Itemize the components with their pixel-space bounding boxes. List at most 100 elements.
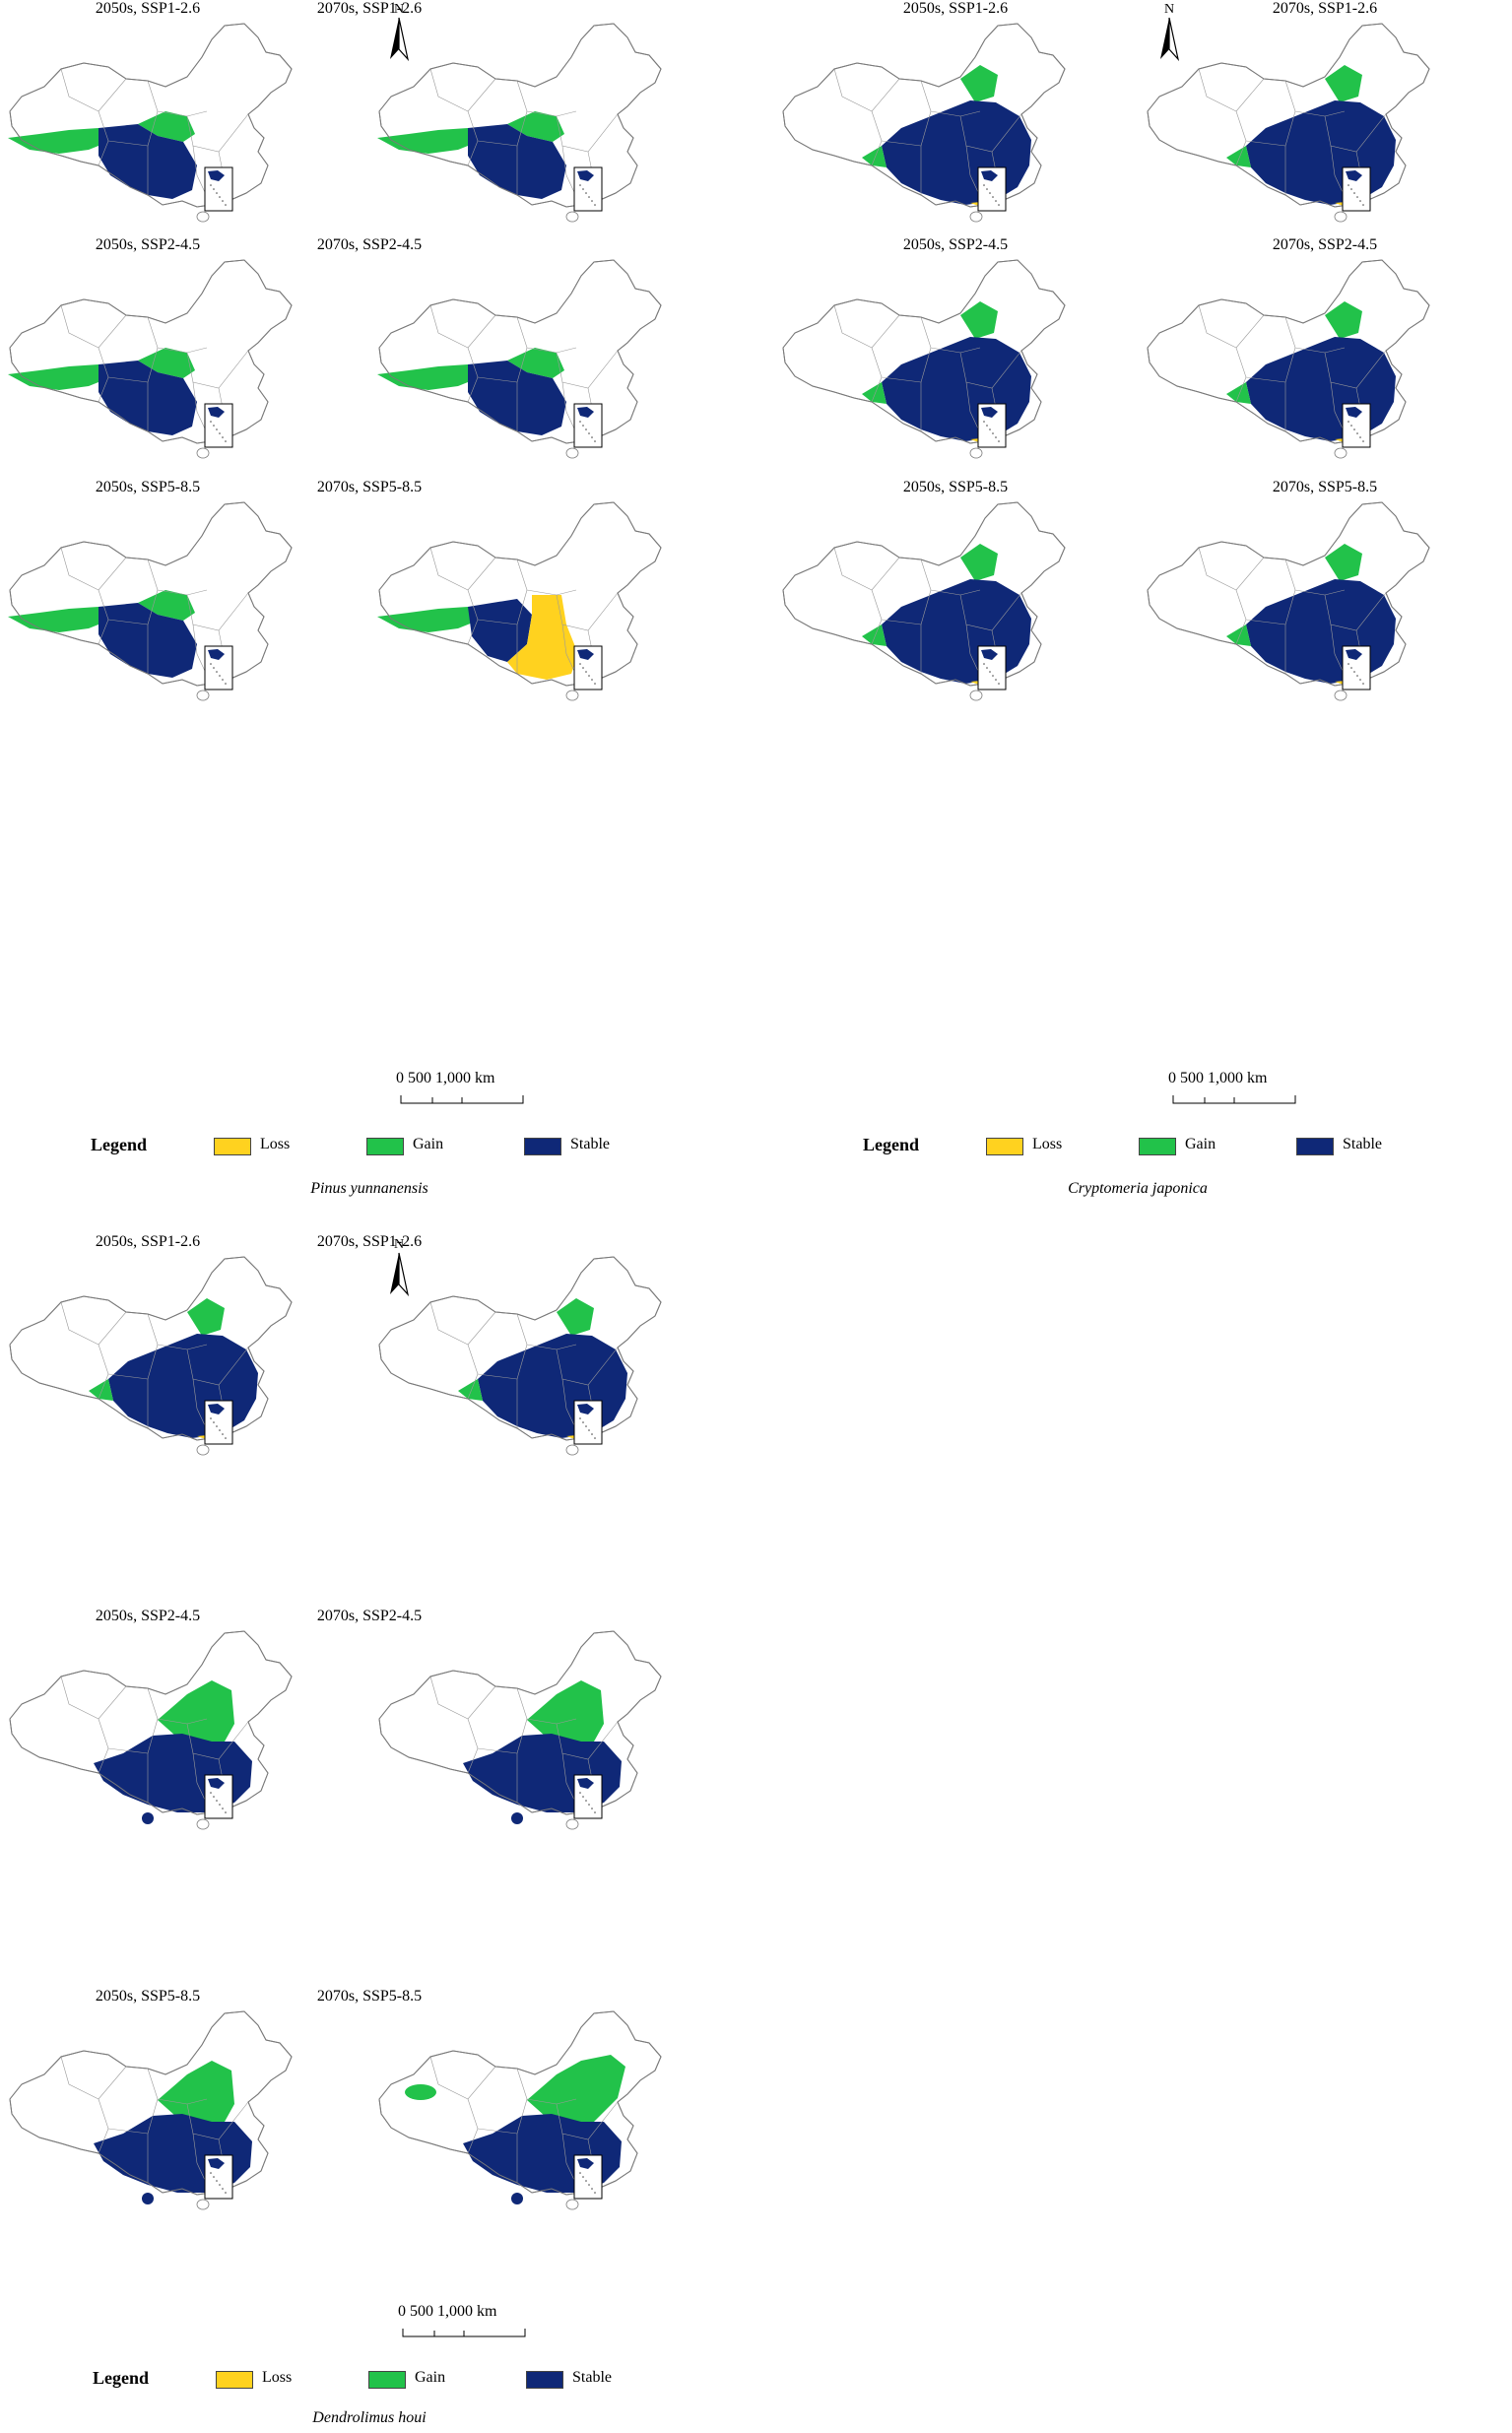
inset-island [588, 675, 590, 677]
province-border [881, 140, 922, 147]
gain-region [527, 1680, 604, 1742]
inset-island [591, 436, 593, 438]
province-border [1245, 140, 1286, 147]
inset-island [222, 679, 224, 681]
inset-island [213, 1421, 215, 1423]
china-map [378, 1630, 662, 1830]
province-border [959, 113, 1022, 153]
province-border [1245, 619, 1286, 625]
inset-island [210, 1417, 212, 1419]
legend-label-stable: Stable [570, 1136, 610, 1152]
gain-region [1226, 146, 1251, 167]
inset-island [225, 440, 227, 442]
inset-island [225, 683, 227, 685]
gain-region [405, 2084, 436, 2100]
gain-region [187, 1298, 225, 1336]
inset-island [995, 436, 997, 438]
gain-region [1226, 382, 1251, 404]
province-border [147, 316, 208, 354]
inset-island [582, 425, 584, 427]
map-title: 2050s, SSP1-2.6 [95, 1233, 201, 1250]
inset-island [216, 428, 218, 430]
inset-island [1348, 663, 1349, 665]
stable-region [142, 2193, 154, 2204]
gain-region [158, 2061, 234, 2122]
inset-island [588, 1804, 590, 1806]
legend-label-loss: Loss [260, 1136, 291, 1152]
inset-island [594, 2192, 596, 2194]
legend-label-stable: Stable [1343, 1136, 1382, 1152]
china-map [782, 259, 1066, 459]
hainan-island [196, 1818, 210, 1830]
inset-island [219, 2184, 221, 2186]
north-letter: N [1163, 2, 1175, 17]
inset-island [222, 2188, 224, 2190]
stable-region [511, 1812, 523, 1824]
stable-region [468, 599, 532, 662]
inset-island [579, 2172, 581, 2174]
stable-region [142, 1812, 154, 1824]
gain-region [960, 65, 998, 102]
hainan-island [196, 2199, 210, 2210]
province-border [429, 1676, 496, 1720]
inset-island [216, 1425, 218, 1427]
north-letter: N [393, 1237, 405, 1252]
province-border [516, 1687, 577, 1725]
province-border [920, 316, 981, 354]
legend-title: Legend [93, 2368, 150, 2388]
map-title: 2050s, SSP1-2.6 [902, 0, 1009, 17]
province-border [1324, 113, 1387, 153]
inset-island [1350, 667, 1352, 669]
map-title: 2050s, SSP1-2.6 [95, 0, 201, 17]
north-arrow-icon [390, 17, 410, 62]
inset-island [989, 671, 991, 673]
china-border [1147, 259, 1430, 444]
inset-island [1353, 192, 1355, 194]
inset-island [585, 1425, 587, 1427]
inset-island [585, 192, 587, 194]
province-border [186, 1721, 249, 1760]
inset-island [1353, 428, 1355, 430]
gain-region [862, 146, 887, 167]
gain-region [377, 128, 478, 154]
gain-region [507, 348, 564, 378]
province-border [429, 304, 496, 349]
inset-island [992, 675, 994, 677]
hainan-island [969, 211, 983, 223]
inset-island [219, 1429, 221, 1431]
china-border [9, 1256, 293, 1441]
china-border [782, 259, 1066, 444]
hainan-island [196, 690, 210, 701]
inset-island [210, 663, 212, 665]
province-border [833, 547, 900, 591]
north-arrow: N [384, 1237, 414, 1297]
hainan-island [565, 447, 579, 459]
legend-swatch-gain [368, 2371, 406, 2389]
inset-island [1356, 196, 1358, 198]
china-map [377, 501, 662, 701]
legend: Legend Loss Gain Stable [91, 1135, 642, 1160]
hainan-island [969, 447, 983, 459]
legend-swatch-stable [524, 1138, 561, 1155]
map-title: 2050s, SSP2-4.5 [95, 1608, 201, 1624]
gain-region [138, 348, 195, 378]
gain-region [89, 1379, 113, 1401]
china-map [377, 259, 662, 459]
inset-island [989, 428, 991, 430]
province-border [186, 592, 249, 631]
inset-island [210, 1792, 212, 1794]
inset-island [998, 683, 1000, 685]
scale-bar: 0 500 1,000 km [398, 2303, 565, 2344]
china-map [8, 501, 293, 701]
province-border [833, 304, 900, 349]
inset-island [222, 1433, 224, 1435]
province-border [60, 304, 127, 349]
province-border [959, 592, 1022, 631]
province-border [477, 1747, 518, 1754]
province-border [556, 2101, 619, 2140]
province-border [429, 68, 496, 112]
inset-island [591, 1808, 593, 1809]
inset-island [222, 436, 224, 438]
province-border [516, 316, 577, 354]
hainan-island [196, 447, 210, 459]
